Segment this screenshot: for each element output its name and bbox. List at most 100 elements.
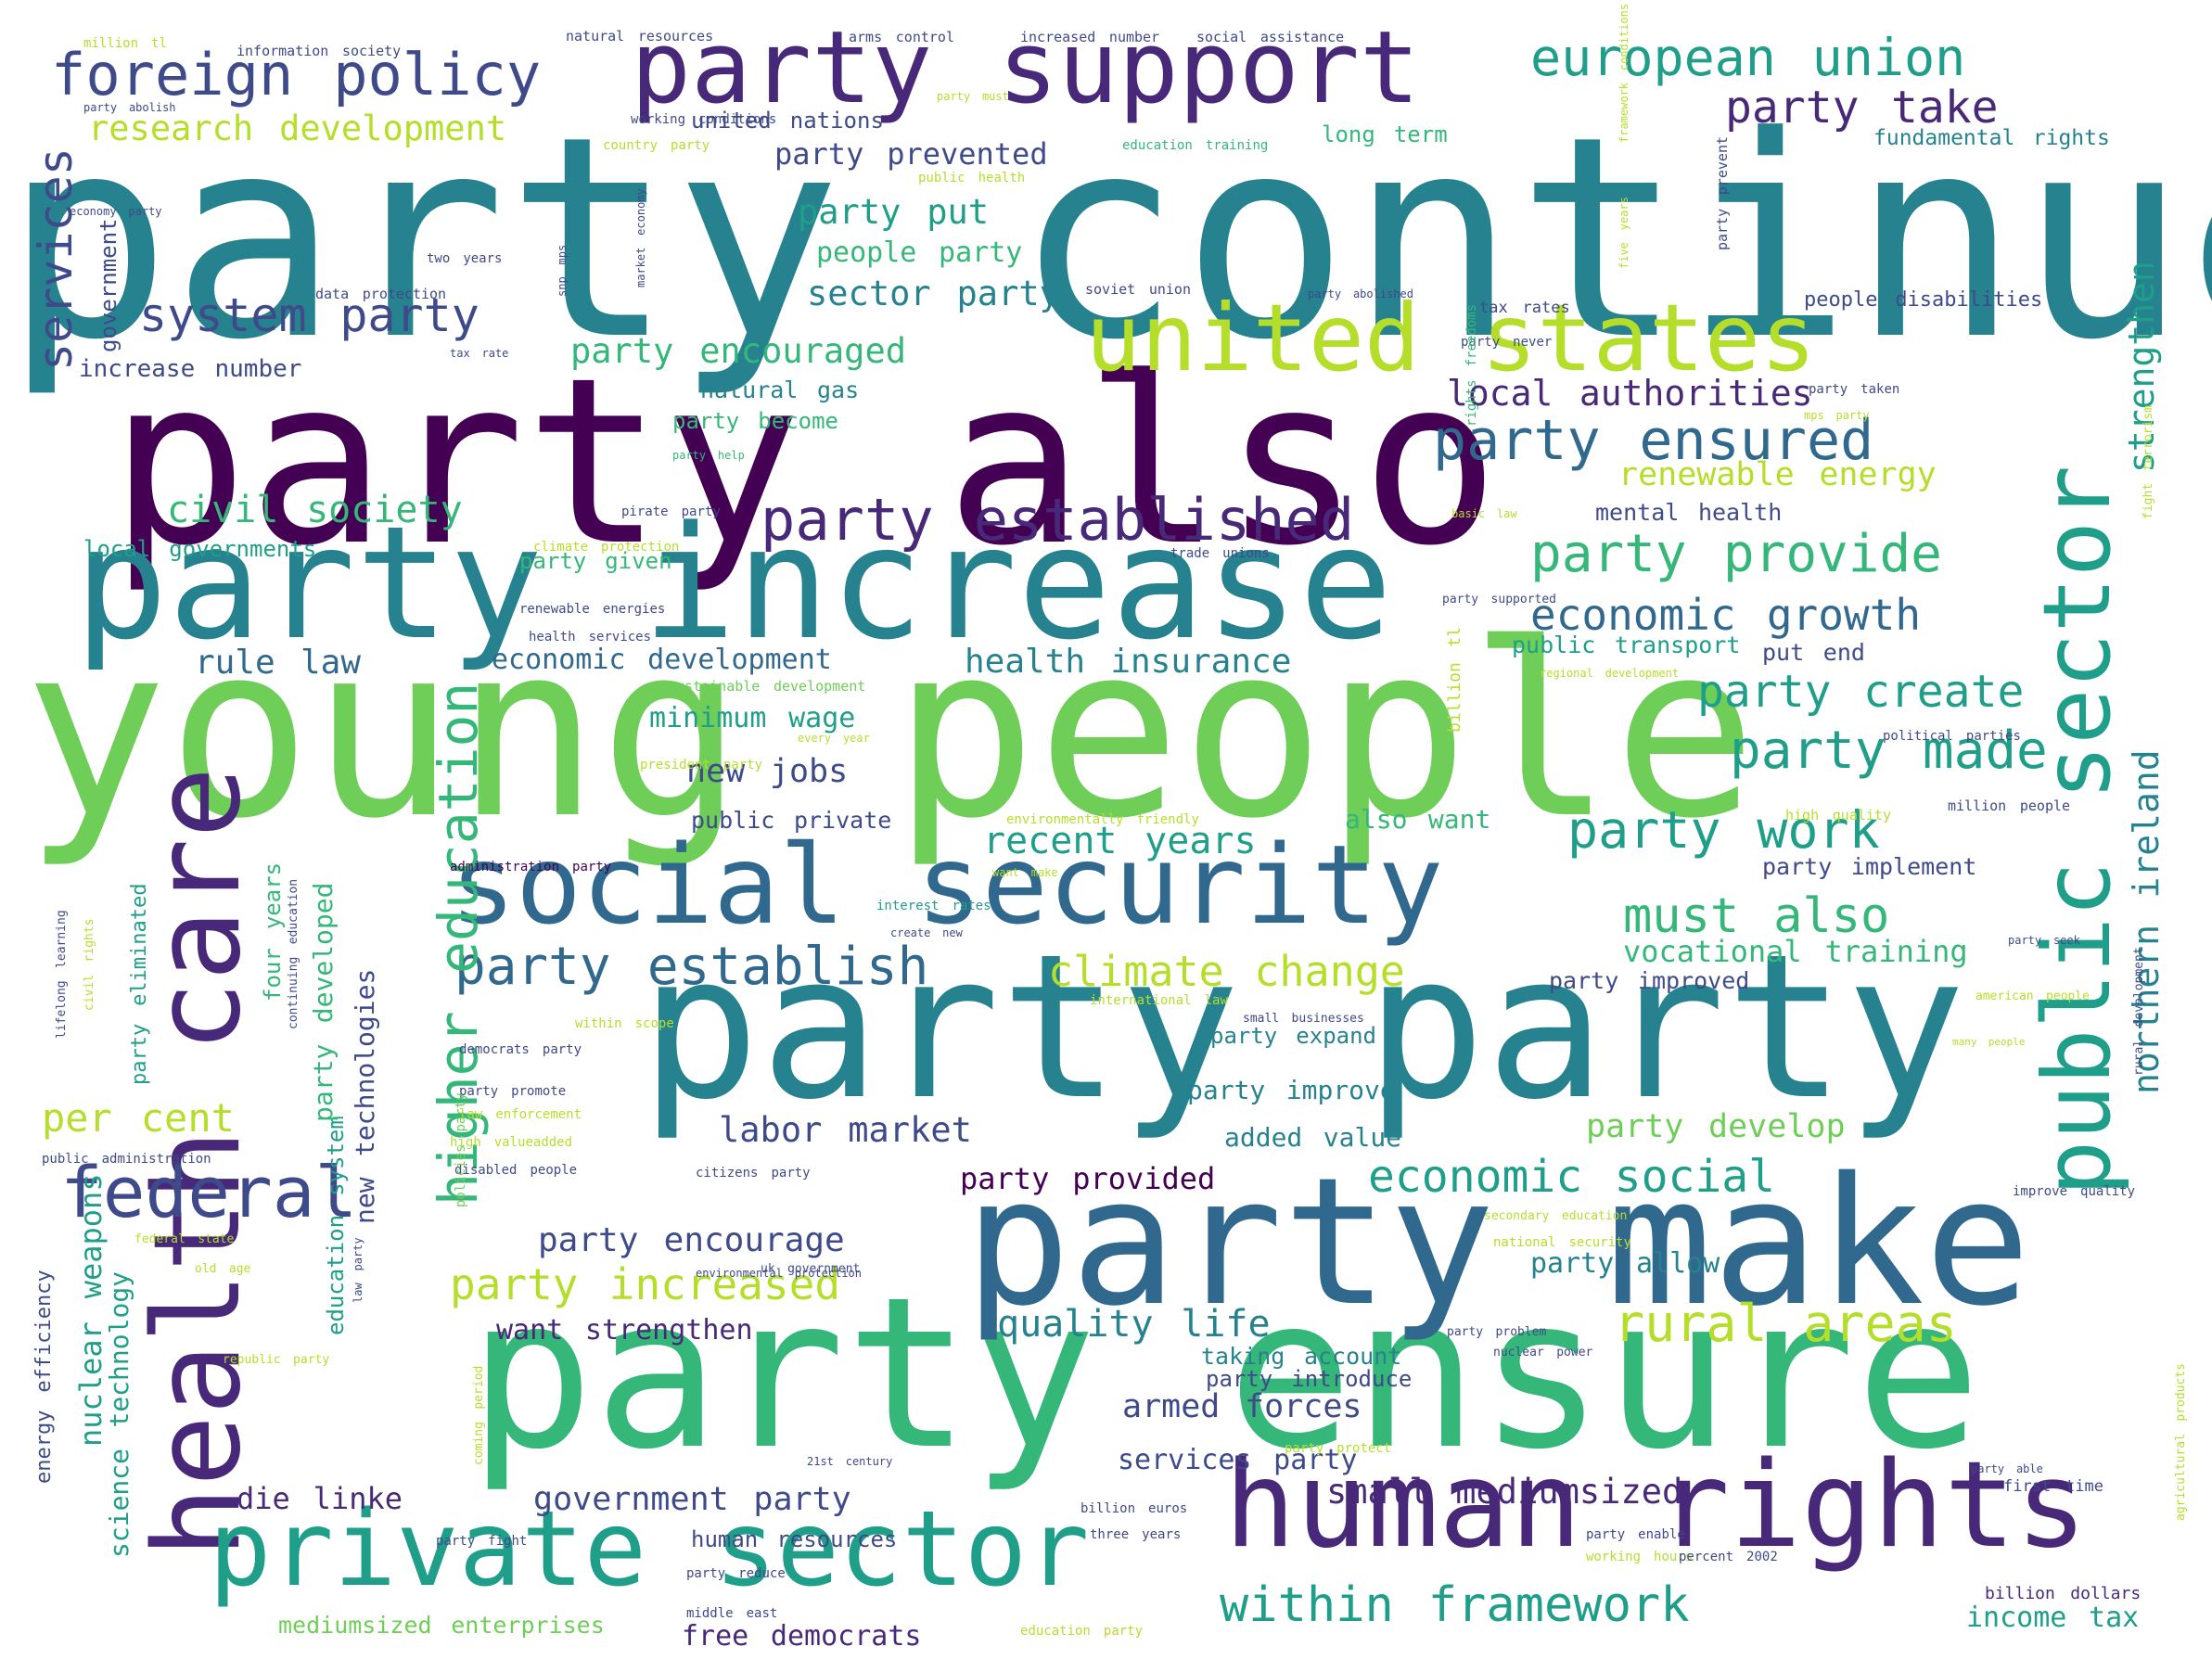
word-government: government	[96, 218, 121, 353]
word-put-end: put end	[1762, 639, 1865, 666]
word-climate-protection: climate protection	[533, 540, 680, 555]
word-party-provided: party provided	[960, 1161, 1216, 1196]
word-also-want: also want	[1345, 804, 1491, 835]
word-party-introduce: party introduce	[1206, 1366, 1413, 1392]
word-law-enforcement: law enforcement	[459, 1107, 582, 1122]
word-party-eliminated: party eliminated	[128, 883, 151, 1085]
word-party-implement: party implement	[1762, 853, 1977, 880]
word-income-tax: income tax	[1966, 1602, 2140, 1634]
word-party-increased: party increased	[450, 1259, 841, 1309]
word-old-age: old age	[195, 1262, 251, 1276]
word-national-security: national security	[1493, 1235, 1631, 1250]
word-information-society: information society	[237, 43, 402, 59]
word-first-time: first time	[2003, 1477, 2103, 1496]
word-young-people: young people	[23, 593, 1758, 871]
word-social-assistance: social assistance	[1196, 29, 1345, 45]
word-billion-euros: billion euros	[1080, 1501, 1188, 1516]
word-party-encourage: party encourage	[538, 1221, 845, 1259]
word-soviet-union: soviet union	[1085, 281, 1191, 298]
word-united-nations: united nations	[691, 108, 884, 134]
word-party-fight: party fight	[436, 1534, 528, 1549]
word-rule-law: rule law	[195, 644, 361, 682]
word-sector-party: sector party	[807, 274, 1060, 313]
word-fundamental-rights: fundamental rights	[1873, 126, 2110, 150]
word-federal-state: federal state	[134, 1232, 235, 1246]
word-renewable-energies: renewable energies	[519, 602, 666, 617]
word-secondary-education: secondary education	[1484, 1209, 1628, 1223]
word-country-party: country party	[603, 138, 710, 153]
word-law-party: law party	[352, 1237, 364, 1303]
word-party-able: party able	[1971, 1462, 2043, 1475]
word-economic-development: economic development	[492, 644, 832, 676]
word-regional-development: regional development	[1540, 667, 1680, 680]
word-health-insurance: health insurance	[965, 643, 1292, 681]
word-economic-social: economic social	[1368, 1151, 1776, 1203]
word-armed-forces: armed forces	[1122, 1388, 1362, 1425]
word-disabled-people: disabled people	[454, 1163, 578, 1178]
word-republic-party: republic party	[223, 1353, 330, 1367]
word-trade-unions: trade unions	[1170, 546, 1270, 561]
word-services: services	[29, 147, 83, 371]
word-high-valueadded: high valueadded	[450, 1135, 573, 1150]
word-system-party: system party	[139, 288, 479, 342]
word-agricultural-products: agricultural products	[2174, 1363, 2188, 1521]
word-must-also: must also	[1623, 888, 1890, 944]
word-political-parties: political parties	[1883, 729, 2021, 744]
word-people-party: people party	[816, 236, 1023, 269]
word-increased-number: increased number	[1020, 29, 1160, 45]
word-party-enable: party enable	[1586, 1527, 1685, 1542]
word-party-allow: party allow	[1530, 1247, 1720, 1280]
word-tax-rate: tax rate	[450, 347, 509, 360]
word-billion-tl: billion tl	[1445, 627, 1464, 733]
word-party-provide: party provide	[1530, 524, 1942, 584]
word-tax-rates: tax rates	[1479, 299, 1570, 317]
word-european-union: european union	[1530, 28, 1966, 87]
word-federal: federal	[60, 1151, 358, 1233]
word-president-party: president party	[640, 758, 763, 772]
word-mental-health: mental health	[1595, 499, 1783, 526]
word-climate-change: climate change	[1048, 947, 1405, 996]
word-public-administration: public administration	[42, 1152, 211, 1167]
word-sustainable-development: sustainable development	[668, 678, 866, 695]
word-high-quality: high quality	[1785, 807, 1891, 823]
word-party-supported: party supported	[1442, 593, 1556, 606]
word-party-ensure: party ensure	[468, 1253, 1982, 1496]
word-four-years: four years	[260, 862, 286, 1002]
word-environmental-protection: environmental protection	[696, 1267, 862, 1280]
word-minimum-wage: minimum wage	[649, 702, 856, 734]
word-21st-century: 21st century	[807, 1455, 893, 1468]
word-party-become: party become	[672, 408, 838, 434]
word-percent-2002: percent 2002	[1679, 1550, 1778, 1564]
word-research-development: research development	[88, 108, 507, 148]
word-economic-growth: economic growth	[1530, 590, 1922, 640]
word-uk-government: uk government	[761, 1262, 861, 1276]
word-party-must: party must	[937, 90, 1009, 103]
word-private-sector: private sector	[209, 1489, 1090, 1610]
word-taking-account: taking account	[1201, 1343, 1402, 1370]
word-health-services: health services	[529, 630, 652, 645]
word-energy-efficiency: energy efficiency	[32, 1270, 56, 1484]
word-working-hours: working hours	[1586, 1550, 1694, 1564]
word-nuclear-power: nuclear power	[1493, 1346, 1593, 1359]
word-million-people: million people	[1948, 798, 2071, 814]
word-pirate-party: pirate party	[621, 504, 721, 519]
word-many-people: many people	[1952, 1036, 2026, 1048]
word-education-system: education system	[323, 1116, 349, 1335]
word-data-protection: data protection	[315, 286, 447, 302]
word-democrats-party: democrats party	[459, 1042, 582, 1057]
word-party-abolish: party abolish	[83, 101, 176, 114]
word-within-scope: within scope	[575, 1016, 674, 1031]
word-civil-society: civil society	[167, 489, 463, 531]
word-local-authorities: local authorities	[1447, 373, 1813, 414]
word-public-private: public private	[691, 807, 892, 834]
word-middle-east: middle east	[686, 1606, 778, 1621]
word-want-make: want make	[992, 866, 1058, 879]
word-five-years: five years	[1617, 197, 1630, 269]
word-three-years: three years	[1090, 1527, 1182, 1542]
word-per-cent: per cent	[42, 1095, 235, 1141]
word-party-protect: party protect	[1285, 1441, 1392, 1456]
word-two-years: two years	[427, 251, 503, 266]
word-interest-rates: interest rates	[876, 899, 991, 913]
word-improve-quality: improve quality	[2013, 1184, 2136, 1199]
